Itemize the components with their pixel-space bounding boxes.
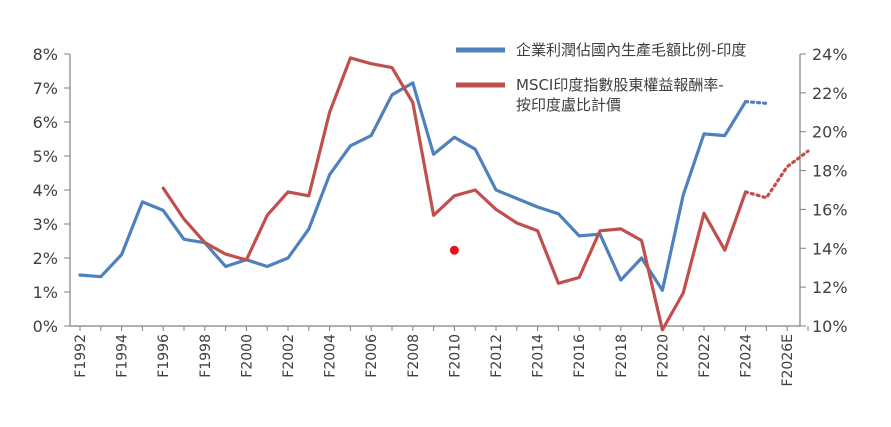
legend-label-msci-roe: MSCI印度指數股東權益報酬率- 按印度盧比計價 (516, 76, 729, 114)
x-tick-label: F1998 (198, 334, 214, 378)
legend-label-msci-roe-line2: 按印度盧比計價 (516, 96, 621, 114)
x-tick-label: F2022 (697, 334, 713, 378)
left-tick-label: 1% (33, 283, 58, 302)
legend: 企業利潤佔國內生產毛額比例-印度 MSCI印度指數股東權益報酬率- 按印度盧比計… (456, 41, 746, 114)
x-tick-label: F2004 (323, 334, 339, 378)
left-tick-label: 2% (33, 249, 58, 268)
x-tick-label: F2020 (655, 334, 671, 378)
x-tick-label: F2010 (447, 334, 463, 378)
x-tick-label: F1992 (73, 334, 89, 378)
left-tick-label: 3% (33, 215, 58, 234)
left-tick-label: 8% (33, 45, 58, 64)
right-axis-ticks: 10% 12% 14% 16% 18% 20% 22% 24% (800, 45, 848, 336)
axes (69, 54, 801, 327)
series-line-0 (78, 81, 748, 292)
legend-label-msci-roe-line1: MSCI印度指數股東權益報酬率- (516, 76, 724, 94)
right-tick-label: 22% (812, 84, 848, 103)
right-tick-label: 10% (812, 317, 848, 336)
x-tick-label: F2006 (364, 334, 380, 378)
right-tick-label: 12% (812, 278, 848, 297)
x-tick-label: F2018 (614, 334, 630, 378)
series-layer (78, 56, 810, 332)
series-line-1 (161, 56, 748, 332)
left-tick-label: 4% (33, 181, 58, 200)
right-tick-label: 18% (812, 162, 848, 181)
x-tick-label: F1994 (115, 334, 131, 378)
x-tick-label: F2016 (572, 334, 588, 378)
x-tick-label: F2012 (489, 334, 505, 378)
x-tick-label: F2026E (780, 334, 796, 387)
series-projection-1 (743, 149, 810, 200)
x-tick-label: F1996 (156, 334, 172, 378)
right-tick-label: 14% (812, 239, 848, 258)
x-tick-label: F2014 (531, 334, 547, 378)
x-tick-label: F2000 (239, 334, 255, 378)
right-tick-label: 20% (812, 123, 848, 142)
left-tick-label: 0% (33, 317, 58, 336)
legend-label-corporate-profit: 企業利潤佔國內生產毛額比例-印度 (516, 41, 746, 59)
annotation-dot (449, 245, 459, 255)
x-tick-label: F2002 (281, 334, 297, 378)
right-tick-label: 24% (812, 45, 848, 64)
series-projection-0 (743, 99, 769, 105)
right-tick-label: 16% (812, 200, 848, 219)
left-tick-label: 5% (33, 147, 58, 166)
left-tick-label: 7% (33, 79, 58, 98)
x-tick-label: F2008 (406, 334, 422, 378)
left-axis-ticks: 0% 1% 2% 3% 4% 5% 6% 7% 8% (33, 45, 70, 336)
x-tick-label: F2024 (739, 334, 755, 378)
x-axis-ticks: F1992 F1994 F1996 F1998 F2000 F2002 F2004 F2006… (73, 326, 809, 387)
left-tick-label: 6% (33, 113, 58, 132)
